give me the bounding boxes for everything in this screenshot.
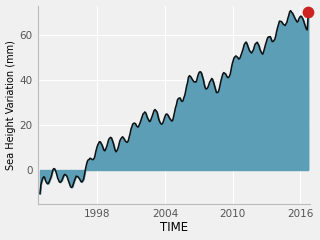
Y-axis label: Sea Height Variation (mm): Sea Height Variation (mm): [5, 40, 16, 170]
X-axis label: TIME: TIME: [160, 222, 188, 234]
Point: [306, 10, 311, 14]
